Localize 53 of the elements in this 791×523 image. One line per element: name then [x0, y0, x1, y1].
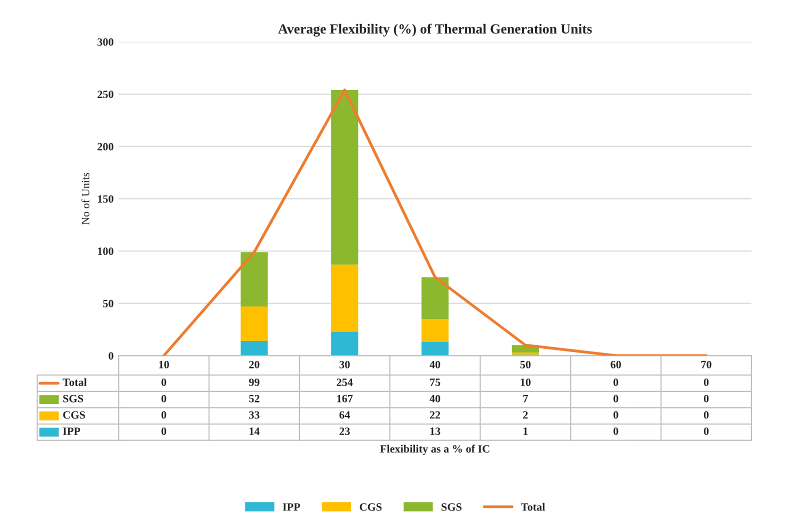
data-label: 64	[339, 411, 350, 419]
data-label: 22	[430, 411, 440, 419]
y-tick-label: 150	[98, 195, 114, 203]
chart-title: Average Flexibility (%) of Thermal Generation Units	[278, 24, 592, 37]
legend-label: CGS	[360, 503, 382, 511]
data-label: 0	[161, 411, 166, 419]
data-label: 0	[704, 378, 709, 386]
data-label: 1	[524, 428, 528, 435]
data-label: 0	[613, 411, 618, 419]
legend-label: Total	[62, 378, 87, 386]
data-label: 0	[704, 427, 709, 435]
x-tick-label: 70	[701, 360, 712, 368]
data-label: 0	[613, 394, 618, 402]
data-label: 14	[250, 428, 260, 435]
y-axis-title: No of Units	[81, 172, 90, 225]
data-label: 33	[249, 411, 260, 419]
y-tick-label: 300	[98, 38, 114, 46]
y-tick-label: 50	[103, 300, 114, 308]
data-label: 99	[249, 378, 260, 386]
x-tick-label: 50	[520, 360, 531, 368]
x-tick-label: 30	[340, 360, 350, 368]
data-label: 0	[161, 378, 166, 386]
data-label: 2	[523, 411, 528, 419]
text: CGS	[63, 411, 85, 419]
x-tick-label: 40	[430, 360, 440, 368]
y-tick-label: 100	[98, 248, 114, 256]
data-label: 7	[523, 394, 528, 402]
data-label: 0	[704, 394, 709, 402]
data-label: 40	[430, 394, 440, 402]
text: SGS	[63, 394, 84, 402]
data-label: 0	[704, 411, 709, 419]
x-tick-label: 10	[159, 360, 169, 368]
data-label: 75	[430, 378, 440, 386]
legend-label: SGS	[442, 503, 462, 511]
text: Total	[521, 502, 545, 511]
text: Flexibility as a % of IC	[380, 444, 490, 455]
data-label: 167	[337, 394, 353, 402]
data-label: 10	[520, 378, 531, 386]
y-tick-label: 0	[108, 352, 114, 360]
data-label: 0	[613, 378, 618, 386]
legend-label: IPP	[282, 503, 300, 511]
data-label: 23	[340, 428, 350, 435]
text: IPP	[62, 428, 80, 435]
data-label: 0	[161, 427, 166, 435]
x-tick-label: 20	[249, 360, 260, 368]
data-label: 0	[161, 394, 166, 402]
data-label: 13	[430, 428, 440, 435]
data-label: 0	[613, 427, 618, 435]
data-label: 254	[336, 378, 353, 386]
y-tick-label: 200	[98, 142, 114, 150]
data-label: 52	[249, 394, 260, 402]
x-tick-label: 60	[610, 360, 621, 368]
y-tick-label: 250	[98, 90, 114, 98]
